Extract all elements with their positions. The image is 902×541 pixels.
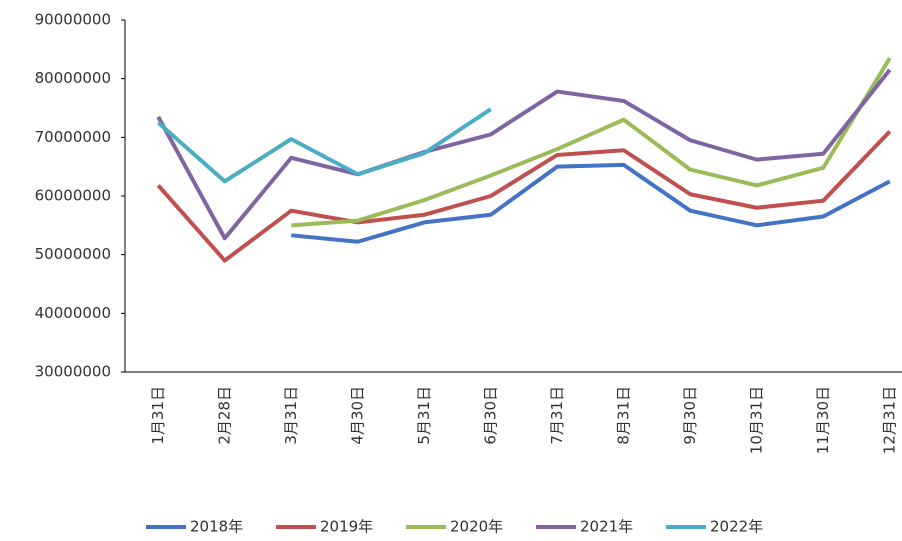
x-tick-label: 5月31日 (415, 386, 433, 445)
legend-item: 2022年 (666, 518, 763, 536)
x-tick-label: 2月28日 (215, 386, 233, 445)
series-line (156, 68, 892, 241)
x-tick-label: 8月31日 (614, 386, 632, 445)
y-tick-label: 60000000 (35, 187, 111, 205)
y-tick-label: 90000000 (35, 11, 111, 29)
legend-label: 2021年 (580, 518, 633, 536)
series-line (291, 57, 892, 228)
y-tick-label: 80000000 (35, 69, 111, 87)
x-tick-label: 7月31日 (548, 386, 566, 445)
legend-label: 2020年 (450, 518, 503, 536)
series-line (156, 130, 892, 263)
x-tick-label: 11月30日 (814, 386, 832, 454)
legend-label: 2022年 (710, 518, 763, 536)
legend-item: 2019年 (276, 518, 373, 536)
x-tick-label: 6月30日 (481, 386, 499, 445)
x-tick-label: 9月30日 (681, 386, 699, 445)
x-tick-label: 12月31日 (880, 386, 898, 454)
series-line (291, 162, 891, 244)
x-tick-label: 3月31日 (282, 386, 300, 445)
y-tick-label: 40000000 (35, 304, 111, 322)
legend-label: 2019年 (320, 518, 373, 536)
y-tick-label: 70000000 (35, 128, 111, 146)
x-tick-label: 10月31日 (747, 386, 765, 454)
x-tick-label: 4月30日 (348, 386, 366, 445)
series-line (156, 107, 492, 184)
y-tick-label: 30000000 (35, 363, 111, 381)
legend-label: 2018年 (190, 518, 243, 536)
legend-item: 2020年 (406, 518, 503, 536)
x-tick-label: 1月31日 (149, 386, 167, 445)
legend-item: 2021年 (536, 518, 633, 536)
legend-item: 2018年 (146, 518, 243, 536)
y-tick-label: 50000000 (35, 245, 111, 263)
